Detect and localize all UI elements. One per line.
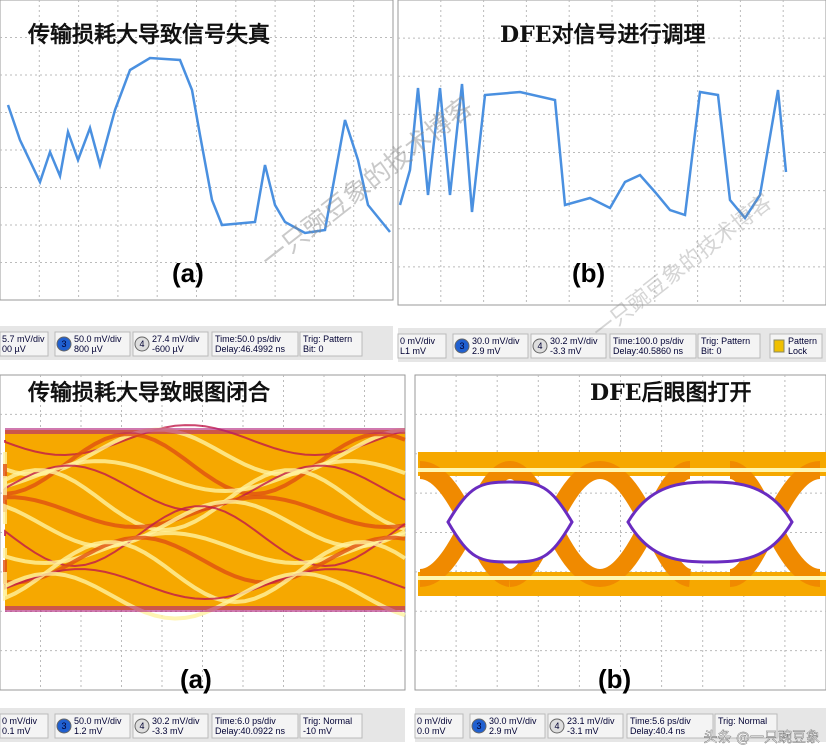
time-box (211, 331, 299, 357)
time-scale: Time:5.6 ps/div (630, 716, 691, 726)
panel-title: 传输损耗大导致信号失真 (27, 22, 270, 48)
panel-label: (a) (180, 664, 212, 694)
channel-number: 4 (537, 341, 542, 351)
channel-badge (134, 336, 150, 352)
channel-offset: 0.0 mV (417, 726, 446, 736)
trigger-box (697, 333, 761, 359)
time-box (211, 713, 299, 739)
delay: Delay:46.4992 ns (215, 344, 286, 354)
panel-title: DFE后眼图打开 (590, 380, 751, 406)
channel-scale: 5.7 mV/div (2, 334, 45, 344)
eye-opening (626, 480, 794, 564)
pattern-lock-text: Pattern (788, 336, 817, 346)
panel-title: 传输损耗大导致眼图闭合 (27, 380, 271, 406)
eye-trace (3, 540, 407, 605)
trigger-level: Bit: 0 (701, 346, 722, 356)
channel-scale: 0 mV/div (2, 716, 38, 726)
delay: Delay:40.0922 ns (215, 726, 286, 736)
pattern-lock-text: Lock (788, 346, 808, 356)
trigger-level: Bit: 0 (303, 344, 324, 354)
channel-badge (471, 718, 487, 734)
channel-scale: 0 mV/div (417, 716, 453, 726)
eye-trace (3, 571, 406, 621)
channel-scale: 0 mV/div (400, 336, 436, 346)
eye-trace (4, 424, 406, 457)
channel-offset: -3.3 mV (152, 726, 184, 736)
channel-offset: 0.1 mV (2, 726, 31, 736)
channel-number: 3 (61, 339, 66, 349)
eye-edge (5, 428, 405, 434)
eye-opening (446, 480, 574, 564)
panel-label: (b) (572, 258, 605, 288)
channel-offset: -3.1 mV (567, 726, 599, 736)
time-scale: Time:50.0 ps/div (215, 334, 281, 344)
waveform (398, 83, 788, 221)
panel-label: (a) (172, 258, 204, 288)
channel-scale: 50.0 mV/div (74, 334, 122, 344)
channel-number: 3 (459, 341, 464, 351)
channel-number: 4 (139, 721, 144, 731)
time-scale: Time:100.0 ps/div (613, 336, 684, 346)
lock-icon (773, 339, 785, 353)
channel-offset: -3.3 mV (550, 346, 582, 356)
channel-scale: 27.4 mV/div (152, 334, 200, 344)
trigger: Trig: Pattern (303, 334, 352, 344)
time-box (626, 713, 714, 739)
eye-trace (4, 505, 406, 568)
waveform (6, 56, 391, 235)
channel-badge (549, 718, 565, 734)
trigger: Trig: Normal (303, 716, 352, 726)
channel-offset: -600 µV (152, 344, 184, 354)
channel-box (414, 713, 464, 739)
trigger-level: -10 mV (303, 726, 332, 736)
trigger-box (714, 713, 778, 739)
eye-trace (4, 568, 406, 601)
channel-number: 4 (139, 339, 144, 349)
channel-box (397, 333, 447, 359)
delay: Delay:40.5860 ns (613, 346, 684, 356)
channel-number: 4 (554, 721, 559, 731)
trigger: Trig: Normal (718, 716, 767, 726)
time-scale: Time:6.0 ps/div (215, 716, 276, 726)
channel-box (0, 331, 49, 357)
eye-edge (5, 606, 405, 612)
panel-title: DFE对信号进行调理 (500, 22, 705, 48)
channel-scale: 23.1 mV/div (567, 716, 615, 726)
eye-trace (2, 499, 406, 549)
eye-trace (3, 535, 406, 585)
channel-badge (134, 718, 150, 734)
channel-scale: 30.0 mV/div (489, 716, 537, 726)
channel-badge (532, 338, 548, 354)
channel-badge (56, 336, 72, 352)
trigger: Trig: Pattern (701, 336, 750, 346)
channel-offset: 800 µV (74, 344, 103, 354)
channel-number: 3 (61, 721, 66, 731)
channel-scale: 50.0 mV/div (74, 716, 122, 726)
channel-offset: 00 µV (2, 344, 26, 354)
footer: 头条 @一只豌豆象 (704, 729, 820, 746)
trigger-box (299, 713, 363, 739)
delay: Delay:40.4 ns (630, 726, 686, 736)
channel-badge (454, 338, 470, 354)
eye-trace (3, 495, 406, 530)
channel-box (0, 713, 49, 739)
channel-scale: 30.0 mV/div (472, 336, 520, 346)
channel-badge (56, 718, 72, 734)
channel-offset: L1 mV (400, 346, 426, 356)
time-box (609, 333, 697, 359)
panel-label: (b) (598, 664, 631, 694)
channel-scale: 30.2 mV/div (550, 336, 598, 346)
eye-trace (3, 468, 406, 533)
eye-inner (418, 468, 826, 580)
trigger-box (299, 331, 363, 357)
channel-offset: 2.9 mV (472, 346, 501, 356)
channel-offset: 2.9 mV (489, 726, 518, 736)
channel-scale: 30.2 mV/div (152, 716, 200, 726)
channel-offset: 1.2 mV (74, 726, 103, 736)
channel-number: 3 (476, 721, 481, 731)
